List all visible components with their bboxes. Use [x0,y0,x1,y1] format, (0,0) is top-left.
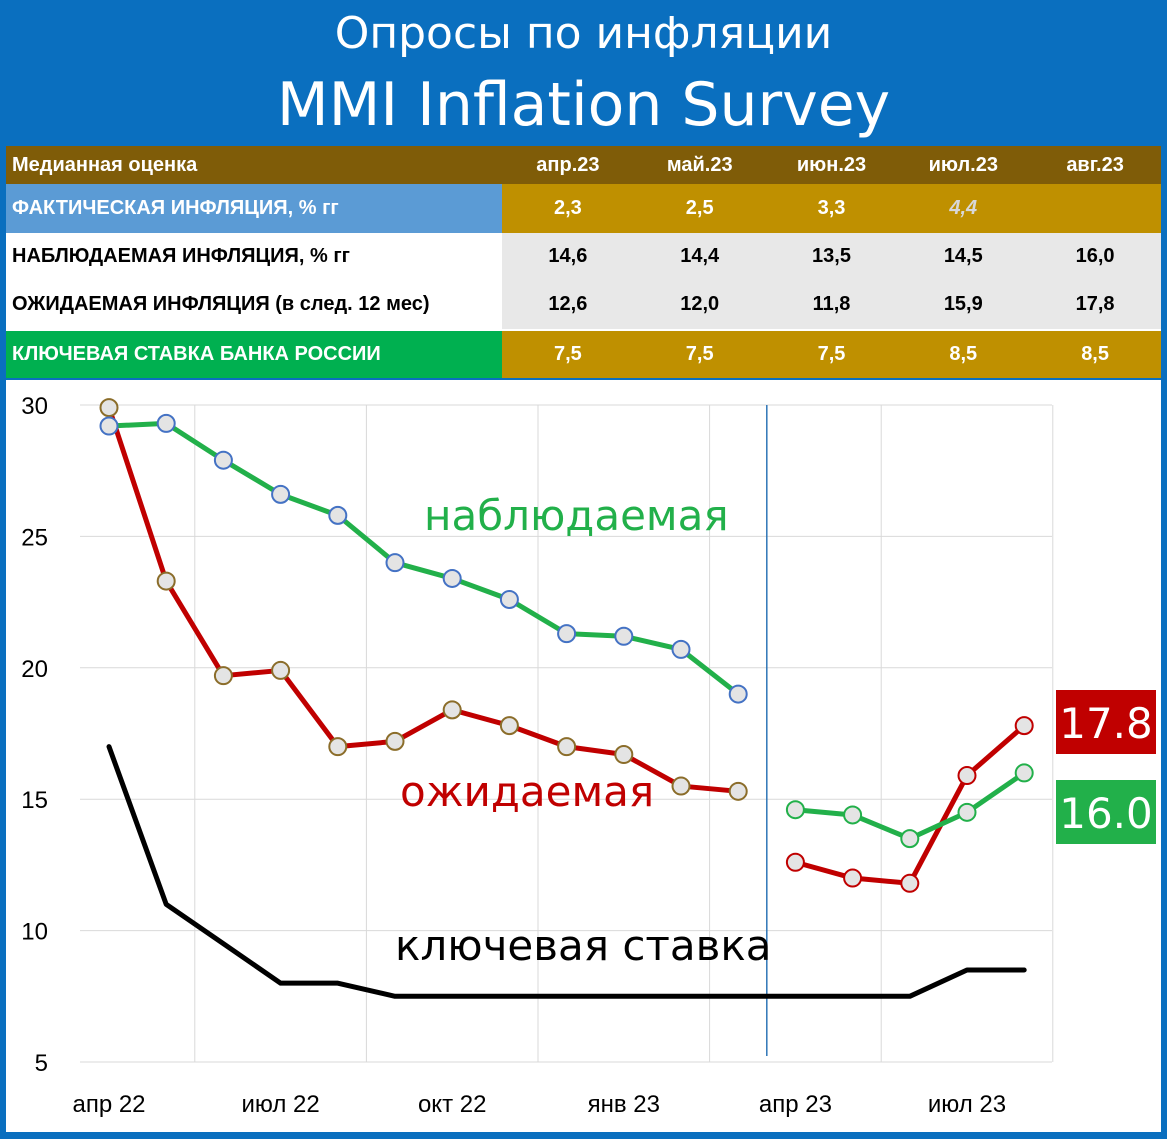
y-tick-label: 25 [21,524,48,551]
y-tick-label: 20 [21,656,48,683]
table-cell: 3,3 [765,184,898,233]
data-point-observed [499,589,519,609]
data-point-expected [785,852,805,872]
data-point-observed [1014,763,1034,783]
data-point-expected [843,868,863,888]
month-header: май.23 [633,146,766,185]
data-point-expected [671,776,691,796]
table-cell-preliminary: 4,4 [897,184,1030,233]
data-point-observed [156,413,176,433]
table-cell: 2,5 [633,184,766,233]
row-label: КЛЮЧЕВАЯ СТАВКА БАНКА РОССИИ [6,329,502,378]
x-tick-label: июл 23 [928,1091,1006,1118]
data-point-expected [385,731,405,751]
title-en: MMI Inflation Survey [276,70,891,140]
series-line-observed [792,770,1027,842]
data-point-observed [271,484,291,504]
data-point-observed [385,553,405,573]
table-cell: 7,5 [502,329,634,378]
data-point-expected [900,873,920,893]
row-label: НАБЛЮДАЕМАЯ ИНФЛЯЦИЯ, % гг [6,232,502,282]
row-label: ОЖИДАЕМАЯ ИНФЛЯЦИЯ (в след. 12 мес) [6,281,502,331]
data-point-observed [957,802,977,822]
data-point-expected [99,398,119,418]
y-tick-label: 15 [21,787,48,814]
table-cell: 17,8 [1029,281,1161,331]
table-cell [1029,184,1161,233]
table-cell: 2,3 [502,184,634,233]
x-tick-label: янв 23 [588,1091,660,1118]
survey-table: Медианная оценка апр.23 май.23 июн.23 ию… [6,146,1161,378]
y-tick-label: 30 [21,393,48,420]
title-ru: Опросы по инфляции [334,8,833,59]
callout-box [1056,690,1156,754]
month-header: апр.23 [502,146,634,185]
label-expected: ожидаемая [400,767,654,816]
series-line-expected [792,723,1027,886]
data-point-expected [1014,716,1034,736]
month-header: авг.23 [1029,146,1161,185]
header: Опросы по инфляции MMI Inflation Survey [0,0,1167,146]
x-tick-label: апр 23 [759,1091,832,1118]
row-label: ФАКТИЧЕСКАЯ ИНФЛЯЦИЯ, % гг [6,184,502,233]
month-header: июн.23 [765,146,898,185]
table-cell: 15,9 [897,281,1030,331]
data-point-observed [442,568,462,588]
data-point-observed [728,684,748,704]
table-cell: 12,6 [502,281,634,331]
label-observed: наблюдаемая [424,491,729,540]
data-point-expected [442,700,462,720]
data-point-observed [671,639,691,659]
table-cell: 8,5 [1029,329,1161,378]
data-point-observed [213,450,233,470]
series-line-key-rate [106,744,1027,999]
callout-value: 17.8 [1059,699,1153,748]
table-cell: 7,5 [765,329,898,378]
label-key-rate: ключевая ставка [395,921,771,970]
data-point-observed [328,505,348,525]
month-header: июл.23 [897,146,1030,185]
table-cell: 14,5 [897,232,1030,282]
x-tick-label: апр 22 [72,1091,145,1118]
table-row-actual: ФАКТИЧЕСКАЯ ИНФЛЯЦИЯ, % гг 2,3 2,5 3,3 4… [6,184,1161,233]
data-point-observed [785,800,805,820]
data-point-observed [843,805,863,825]
data-point-expected [328,737,348,757]
table-cell: 8,5 [897,329,1030,378]
table-cell: 12,0 [633,281,766,331]
x-tick-label: окт 22 [418,1091,486,1118]
table-cell: 14,6 [502,232,634,282]
series-line-observed [106,420,741,697]
table-cell: 7,5 [633,329,766,378]
table-cell: 11,8 [765,281,898,331]
data-point-expected [614,745,634,765]
table-header-row: Медианная оценка апр.23 май.23 июн.23 ию… [6,146,1161,185]
data-point-expected [557,737,577,757]
table-cell: 13,5 [765,232,898,282]
x-tick-label: июл 22 [241,1091,319,1118]
table-row-key-rate: КЛЮЧЕВАЯ СТАВКА БАНКА РОССИИ 7,5 7,5 7,5… [6,329,1161,378]
data-point-expected [156,571,176,591]
series-line-expected [106,405,741,794]
data-point-expected [728,781,748,801]
callout-value: 16.0 [1059,789,1153,838]
data-point-observed [99,416,119,436]
table-row-observed: НАБЛЮДАЕМАЯ ИНФЛЯЦИЯ, % гг 14,6 14,4 13,… [6,232,1161,282]
chart-area [6,380,1161,1132]
data-point-observed [614,626,634,646]
y-tick-label: 5 [35,1050,48,1077]
y-tick-label: 10 [21,919,48,946]
data-point-expected [213,666,233,686]
table-cell: 16,0 [1029,232,1161,282]
callout-box [1056,780,1156,844]
data-point-expected [499,716,519,736]
header-label: Медианная оценка [6,146,502,185]
data-point-observed [900,829,920,849]
table-cell: 14,4 [633,232,766,282]
data-point-expected [271,660,291,680]
data-point-observed [557,624,577,644]
table-row-expected: ОЖИДАЕМАЯ ИНФЛЯЦИЯ (в след. 12 мес) 12,6… [6,281,1161,331]
data-point-expected [957,766,977,786]
